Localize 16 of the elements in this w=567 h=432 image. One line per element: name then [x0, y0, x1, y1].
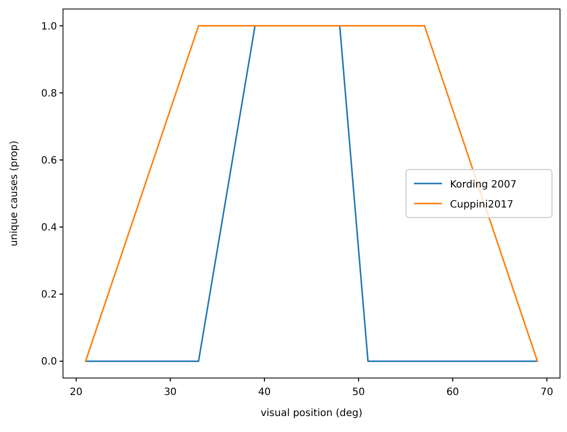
- y-axis-title: unique causes (prop): [9, 140, 20, 246]
- y-tick-label: 0.2: [41, 290, 57, 301]
- y-tick-label: 0.6: [41, 155, 57, 166]
- y-tick-label: 0.4: [41, 222, 57, 234]
- y-tick-label: 0.8: [41, 88, 57, 100]
- x-tick-label: 50: [352, 387, 365, 398]
- x-tick-label: 40: [258, 387, 271, 398]
- x-tick-label: 70: [540, 387, 554, 398]
- x-tick-label: 60: [446, 387, 460, 398]
- y-tick-label: 0.0: [41, 356, 57, 368]
- x-tick-label: 20: [70, 387, 83, 398]
- legend-label: Kording 2007: [450, 180, 517, 190]
- legend-label: Cuppini2017: [450, 200, 514, 210]
- y-tick-label: 1.0: [41, 21, 57, 32]
- x-axis-title: visual position (deg): [260, 408, 362, 419]
- x-tick-label: 30: [164, 387, 177, 398]
